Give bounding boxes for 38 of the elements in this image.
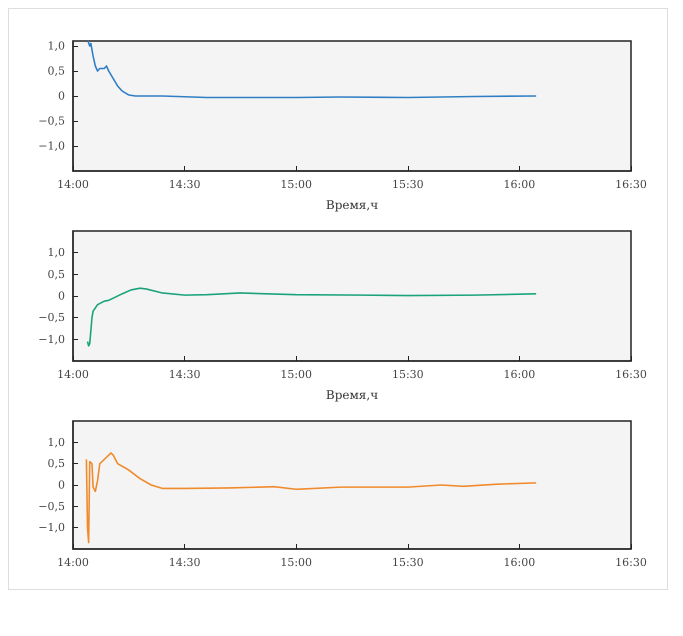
y-tick-label: 0	[58, 478, 65, 492]
x-tick-label: 14:00	[57, 368, 89, 381]
y-tick-label: 0,5	[48, 457, 65, 470]
y-tick-label: 0	[58, 290, 65, 302]
y-tick-label: −1,0	[38, 140, 65, 152]
x-tick-label: 15:30	[392, 178, 424, 191]
x-tick-label: 15:00	[280, 556, 312, 569]
x-tick-label: 14:30	[168, 178, 200, 191]
y-tick-label: 1,0	[48, 246, 65, 260]
x-tick-label: 16:30	[615, 368, 647, 381]
y-tick-label: −1,0	[38, 521, 65, 534]
x-tick-label: 14:30	[168, 368, 200, 381]
y-tick-label: −0,5	[38, 311, 65, 324]
x-axis-title: Время,ч	[326, 388, 378, 402]
x-tick-label: 16:30	[615, 556, 647, 569]
x-tick-label: 15:00	[280, 178, 312, 191]
x-tick-label: 14:00	[57, 556, 89, 569]
x-tick-label: 14:00	[57, 178, 89, 191]
y-tick-label: 0,5	[48, 64, 65, 78]
line-series	[86, 287, 537, 347]
x-tick-label: 16:00	[504, 368, 536, 381]
y-tick-label: 0	[58, 90, 65, 102]
line-series	[86, 452, 537, 544]
x-axis-title: Время,ч	[326, 198, 378, 212]
y-tick-label: 1,0	[48, 436, 65, 449]
x-tick-label: 14:30	[168, 556, 200, 569]
x-tick-label: 15:30	[392, 368, 424, 381]
x-tick-label: 16:00	[504, 556, 536, 569]
x-tick-label: 16:30	[615, 178, 647, 191]
x-tick-label: 16:00	[504, 178, 536, 191]
x-tick-label: 15:00	[280, 368, 312, 381]
y-tick-label: −0,5	[38, 500, 65, 513]
y-tick-label: 1,0	[48, 40, 65, 52]
y-tick-label: −0,5	[38, 114, 65, 128]
x-tick-label: 15:30	[392, 556, 424, 569]
y-tick-label: 0,5	[48, 268, 65, 281]
line-series	[87, 40, 537, 98]
y-tick-label: −1,0	[38, 332, 65, 346]
